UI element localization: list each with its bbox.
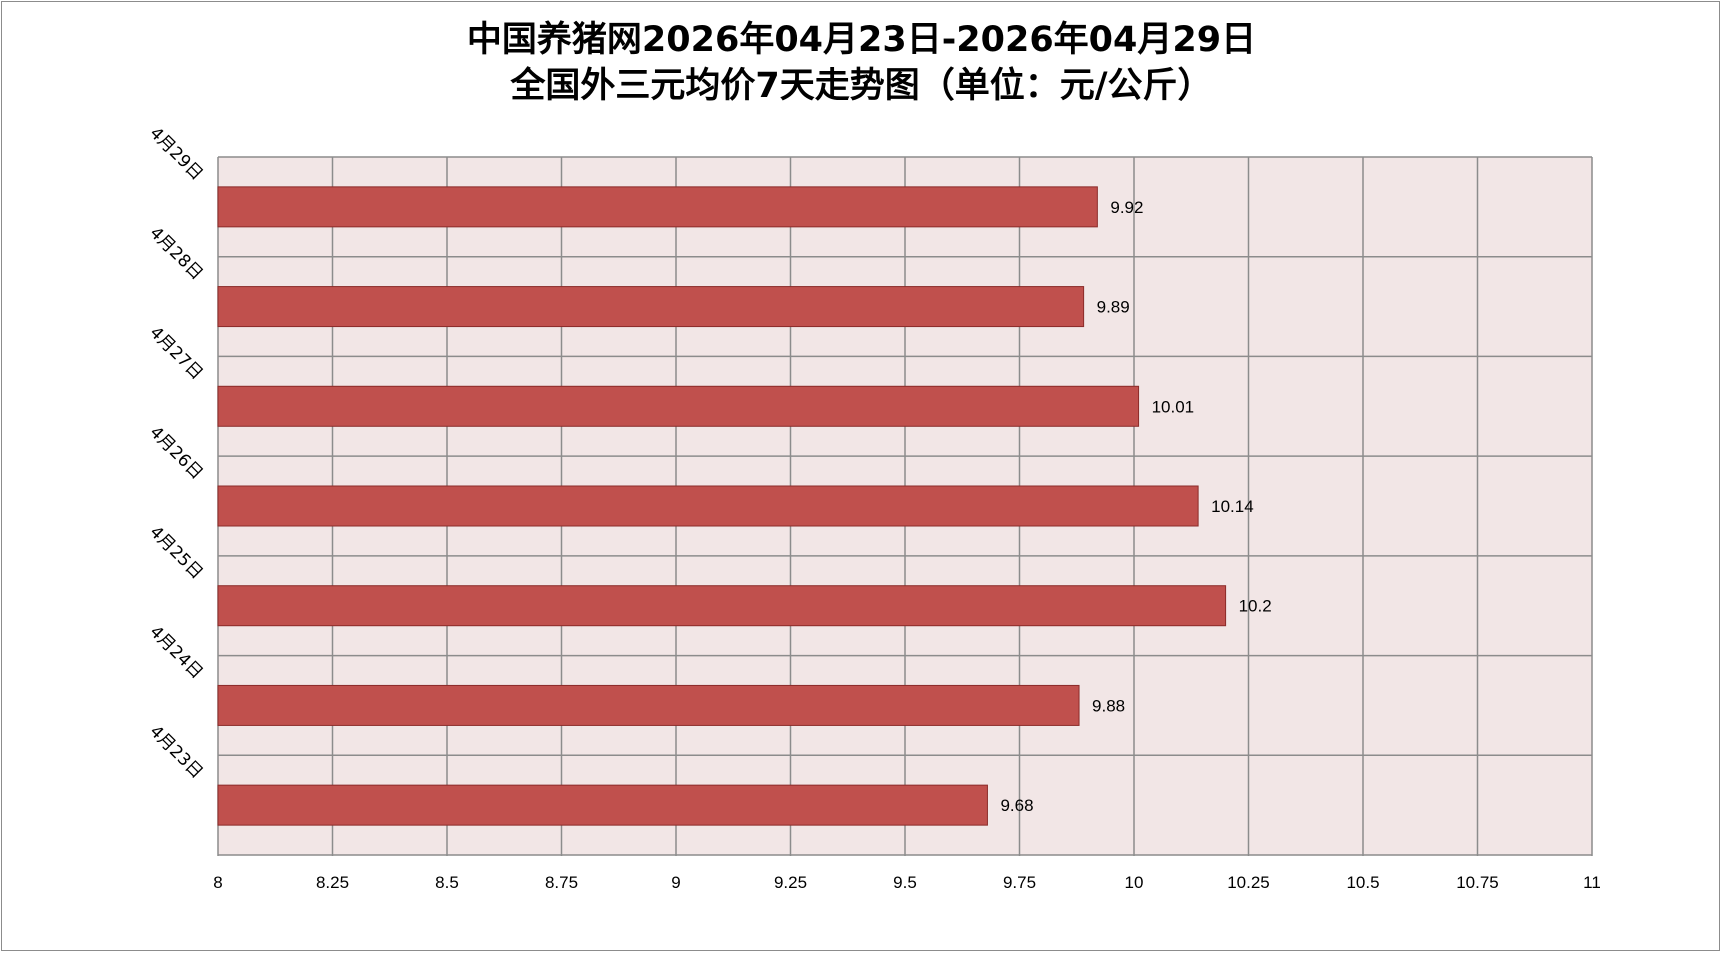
x-tick-label: 8.5 xyxy=(435,873,459,892)
category-label: 4月23日 xyxy=(145,722,206,783)
bar-6 xyxy=(217,286,1085,328)
x-tick-label: 8 xyxy=(213,873,222,892)
data-label: 9.68 xyxy=(1000,796,1033,815)
bars xyxy=(217,186,1227,826)
y-axis-categories: 4月23日 4月24日 4月25日 4月26日 4月27日 4月28日 4月29日 xyxy=(145,123,206,782)
bar-2 xyxy=(217,684,1080,726)
category-label: 4月29日 xyxy=(145,123,206,184)
data-label: 10.01 xyxy=(1152,397,1195,416)
x-tick-label: 10.5 xyxy=(1346,873,1379,892)
data-label: 9.92 xyxy=(1110,198,1143,217)
bar-1 xyxy=(217,784,988,826)
chart-title-line1: 中国养猪网2026年04月23日-2026年04月29日 xyxy=(466,20,1257,60)
bar-4 xyxy=(217,485,1199,527)
x-tick-label: 10.25 xyxy=(1227,873,1270,892)
data-labels: 9.68 9.88 10.2 10.14 10.01 9.89 9.92 xyxy=(1000,198,1271,815)
x-tick-label: 10 xyxy=(1125,873,1144,892)
category-label: 4月26日 xyxy=(145,423,206,484)
x-tick-label: 9.25 xyxy=(774,873,807,892)
x-tick-label: 9.5 xyxy=(893,873,917,892)
category-label: 4月24日 xyxy=(145,622,206,683)
chart-title-line2: 全国外三元均价7天走势图（单位：元/公斤） xyxy=(510,66,1213,106)
bar-7 xyxy=(217,186,1098,228)
x-axis-ticks: 8 8.25 8.5 8.75 9 9.25 9.5 9.75 10 10.25 10.5 10.75… xyxy=(213,873,1601,892)
x-tick-label: 8.25 xyxy=(316,873,349,892)
x-tick-label: 10.75 xyxy=(1456,873,1499,892)
x-tick-label: 9.75 xyxy=(1003,873,1036,892)
data-label: 10.2 xyxy=(1239,597,1272,616)
bar-5 xyxy=(217,385,1140,427)
x-tick-label: 8.75 xyxy=(545,873,578,892)
bar-3 xyxy=(217,585,1227,627)
category-label: 4月27日 xyxy=(145,323,206,384)
x-tick-label: 9 xyxy=(671,873,680,892)
category-label: 4月28日 xyxy=(145,223,206,284)
x-tick-label: 11 xyxy=(1583,873,1601,892)
data-label: 9.89 xyxy=(1097,298,1130,317)
data-label: 10.14 xyxy=(1211,497,1254,516)
category-label: 4月25日 xyxy=(145,522,206,583)
data-label: 9.88 xyxy=(1092,696,1125,715)
